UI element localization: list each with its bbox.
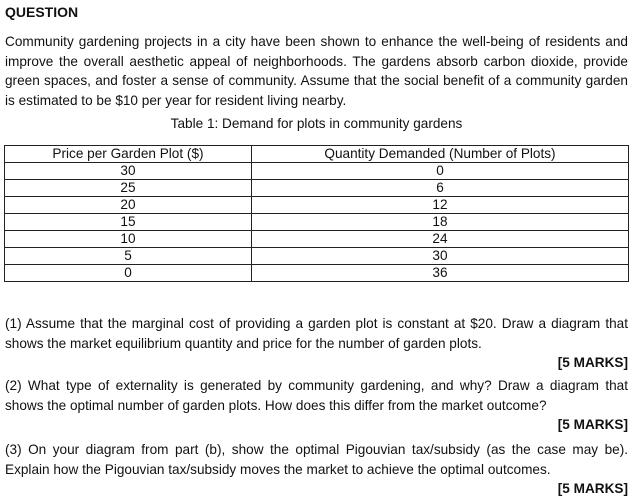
- table-row: 25 6: [4, 179, 630, 197]
- question-1-text: (1) Assume that the marginal cost of pro…: [5, 316, 628, 351]
- question-2: (2) What type of externality is generate…: [5, 376, 628, 435]
- quantity-cell: 12: [250, 196, 630, 214]
- question-3-marks: [5 MARKS]: [557, 481, 628, 496]
- demand-table: Price per Garden Plot ($) Quantity Deman…: [4, 145, 630, 282]
- table-row: 5 30: [4, 247, 630, 265]
- table-row: 20 12: [4, 196, 630, 214]
- price-cell: 20: [4, 196, 252, 214]
- price-cell: 5: [4, 247, 252, 265]
- quantity-cell: 6: [250, 179, 630, 197]
- price-cell: 10: [4, 230, 252, 248]
- quantity-cell: 30: [250, 247, 630, 265]
- table-row: 30 0: [4, 162, 630, 180]
- question-heading: QUESTION: [5, 4, 79, 20]
- question-3: (3) On your diagram from part (b), show …: [5, 440, 628, 499]
- price-cell: 30: [4, 162, 252, 180]
- question-1: (1) Assume that the marginal cost of pro…: [5, 314, 628, 373]
- table-header-row: Price per Garden Plot ($) Quantity Deman…: [4, 145, 630, 163]
- price-cell: 15: [4, 213, 252, 231]
- table-row: 10 24: [4, 230, 630, 248]
- quantity-cell: 0: [250, 162, 630, 180]
- price-cell: 0: [4, 264, 252, 282]
- table-caption: Table 1: Demand for plots in community g…: [170, 116, 463, 131]
- header-quantity: Quantity Demanded (Number of Plots): [250, 145, 630, 163]
- table-row: 0 36: [4, 264, 630, 282]
- quantity-cell: 24: [250, 230, 630, 248]
- question-2-text: (2) What type of externality is generate…: [5, 378, 628, 413]
- quantity-cell: 18: [250, 213, 630, 231]
- question-1-marks: [5 MARKS]: [557, 355, 628, 370]
- intro-paragraph: Community gardening projects in a city h…: [5, 34, 628, 108]
- quantity-cell: 36: [250, 264, 630, 282]
- question-3-text: (3) On your diagram from part (b), show …: [5, 442, 628, 477]
- price-cell: 25: [4, 179, 252, 197]
- header-price: Price per Garden Plot ($): [4, 145, 252, 163]
- table-row: 15 18: [4, 213, 630, 231]
- question-2-marks: [5 MARKS]: [557, 417, 628, 432]
